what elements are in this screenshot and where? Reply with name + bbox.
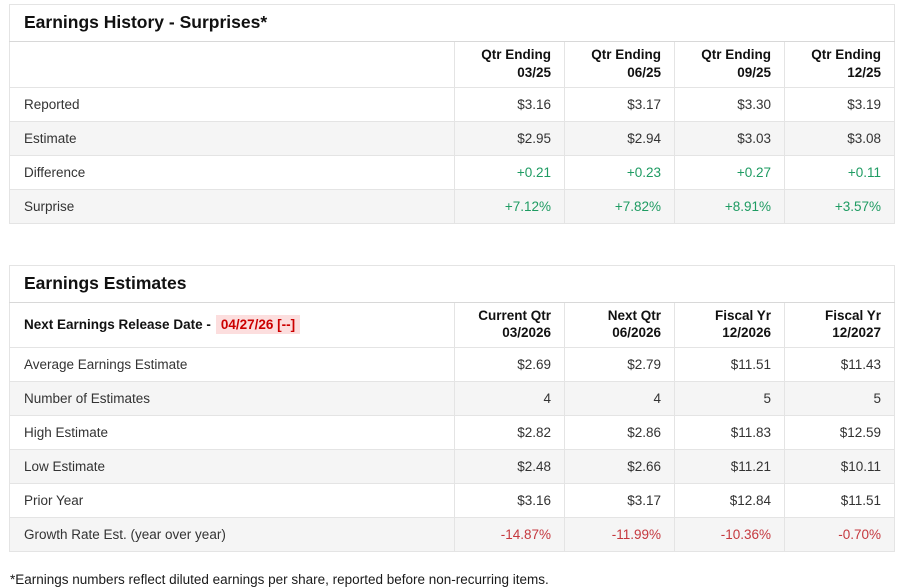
column-header-line1: Qtr Ending [591,47,661,62]
cell-value: 4 [564,381,675,417]
row-label: Difference [9,154,455,190]
row-label: Low Estimate [9,449,455,485]
column-header: Qtr Ending 03/25 [454,41,565,88]
row-label: Prior Year [9,483,455,519]
cell-value: $3.03 [674,120,785,156]
cell-value: $11.51 [674,347,785,383]
cell-value: $11.21 [674,449,785,485]
column-header-line2: 03/25 [517,64,551,80]
footnote: *Earnings numbers reflect diluted earnin… [10,572,549,587]
cell-value: 4 [454,381,565,417]
column-header: Qtr Ending 09/25 [674,41,785,88]
column-header-line2: 12/2026 [722,325,771,341]
earnings-history-title: Earnings History - Surprises* [8,4,896,42]
cell-value: $2.95 [454,120,565,156]
cell-value: $2.66 [564,449,675,485]
cell-value: $3.16 [454,483,565,519]
cell-value: $12.59 [783,415,896,451]
row-label: Growth Rate Est. (year over year) [9,517,455,553]
cell-value: -0.70% [783,517,896,553]
cell-value: 5 [783,381,896,417]
column-header-line1: Next Qtr [607,307,661,323]
release-date-value: 04/27/26 [--] [215,315,301,335]
cell-value: +8.91% [674,188,785,224]
row-label: High Estimate [9,415,455,451]
table-row: Estimate $2.95 $2.94 $3.03 $3.08 [9,120,896,156]
column-header-line1: Current Qtr [478,307,551,323]
cell-value: $3.08 [783,120,896,156]
cell-value: $11.43 [783,347,896,383]
table-row: Low Estimate $2.48 $2.66 $11.21 $10.11 [9,449,896,485]
cell-value: $2.94 [564,120,675,156]
table-header-row: Next Earnings Release Date -04/27/26 [--… [9,301,896,349]
earnings-history-table: Earnings History - Surprises* Qtr Ending… [8,4,896,224]
table-row: Difference +0.21 +0.23 +0.27 +0.11 [9,154,896,190]
cell-value: -11.99% [564,517,675,553]
column-header: Fiscal Yr 12/2027 [783,301,896,349]
cell-value: $3.19 [783,86,896,122]
table-gap [9,224,894,265]
cell-value: $2.69 [454,347,565,383]
cell-value: $2.82 [454,415,565,451]
row-label: Average Earnings Estimate [9,347,455,383]
column-header-line1: Fiscal Yr [714,307,771,323]
column-header: Fiscal Yr 12/2026 [674,301,785,349]
release-date-label: Next Earnings Release Date - [24,317,211,333]
table-header-row: Qtr Ending 03/25 Qtr Ending 06/25 Qtr En… [9,41,896,88]
column-header-line2: 12/25 [847,64,882,80]
cell-value: $2.79 [564,347,675,383]
cell-value: +7.82% [564,188,675,224]
cell-value: 5 [674,381,785,417]
cell-value: +0.11 [783,154,896,190]
cell-value: +0.23 [564,154,675,190]
table-row: Number of Estimates 4 4 5 5 [9,381,896,417]
column-header: Qtr Ending 12/25 [783,41,896,88]
next-earnings-release-date: Next Earnings Release Date -04/27/26 [--… [9,301,455,349]
column-header-line2: 06/2026 [612,325,661,341]
column-header-line1: Fiscal Yr [824,307,882,323]
column-header-line2: 03/2026 [502,325,551,341]
column-header: Next Qtr 06/2026 [564,301,675,349]
table-row: Average Earnings Estimate $2.69 $2.79 $1… [9,347,896,383]
row-label: Estimate [9,120,455,156]
cell-value: $3.30 [674,86,785,122]
column-header-line2: 06/25 [627,64,661,80]
table-row: Growth Rate Est. (year over year) -14.87… [9,517,896,553]
row-label: Surprise [9,188,455,224]
cell-value: +0.27 [674,154,785,190]
cell-value: $11.83 [674,415,785,451]
column-header-line1: Qtr Ending [481,47,551,62]
cell-value: $3.16 [454,86,565,122]
cell-value: +7.12% [454,188,565,224]
column-header: Qtr Ending 06/25 [564,41,675,88]
cell-value: $3.17 [564,86,675,122]
table-row: Reported $3.16 $3.17 $3.30 $3.19 [9,86,896,122]
earnings-estimates-table: Earnings Estimates Next Earnings Release… [8,264,896,553]
cell-value: $2.86 [564,415,675,451]
row-label: Reported [9,86,455,122]
cell-value: -10.36% [674,517,785,553]
cell-value: $2.48 [454,449,565,485]
column-header-line2: 12/2027 [832,325,882,341]
column-header-line1: Qtr Ending [701,47,771,62]
row-label: Number of Estimates [9,381,455,417]
column-header: Current Qtr 03/2026 [454,301,565,349]
cell-value: +3.57% [783,188,896,224]
table-row: Earnings History - Surprises* [8,4,896,42]
cell-value: +0.21 [454,154,565,190]
cell-value: $12.84 [674,483,785,519]
column-header-line1: Qtr Ending [811,47,882,62]
table-row: Earnings Estimates [8,264,896,303]
table-row: High Estimate $2.82 $2.86 $11.83 $12.59 [9,415,896,451]
earnings-estimates-title: Earnings Estimates [8,264,896,303]
cell-value: $10.11 [783,449,896,485]
column-header-line2: 09/25 [737,64,771,80]
cell-value: $3.17 [564,483,675,519]
row-label-header [9,41,455,88]
cell-value: $11.51 [783,483,896,519]
table-row: Surprise +7.12% +7.82% +8.91% +3.57% [9,188,896,224]
cell-value: -14.87% [454,517,565,553]
table-row: Prior Year $3.16 $3.17 $12.84 $11.51 [9,483,896,519]
